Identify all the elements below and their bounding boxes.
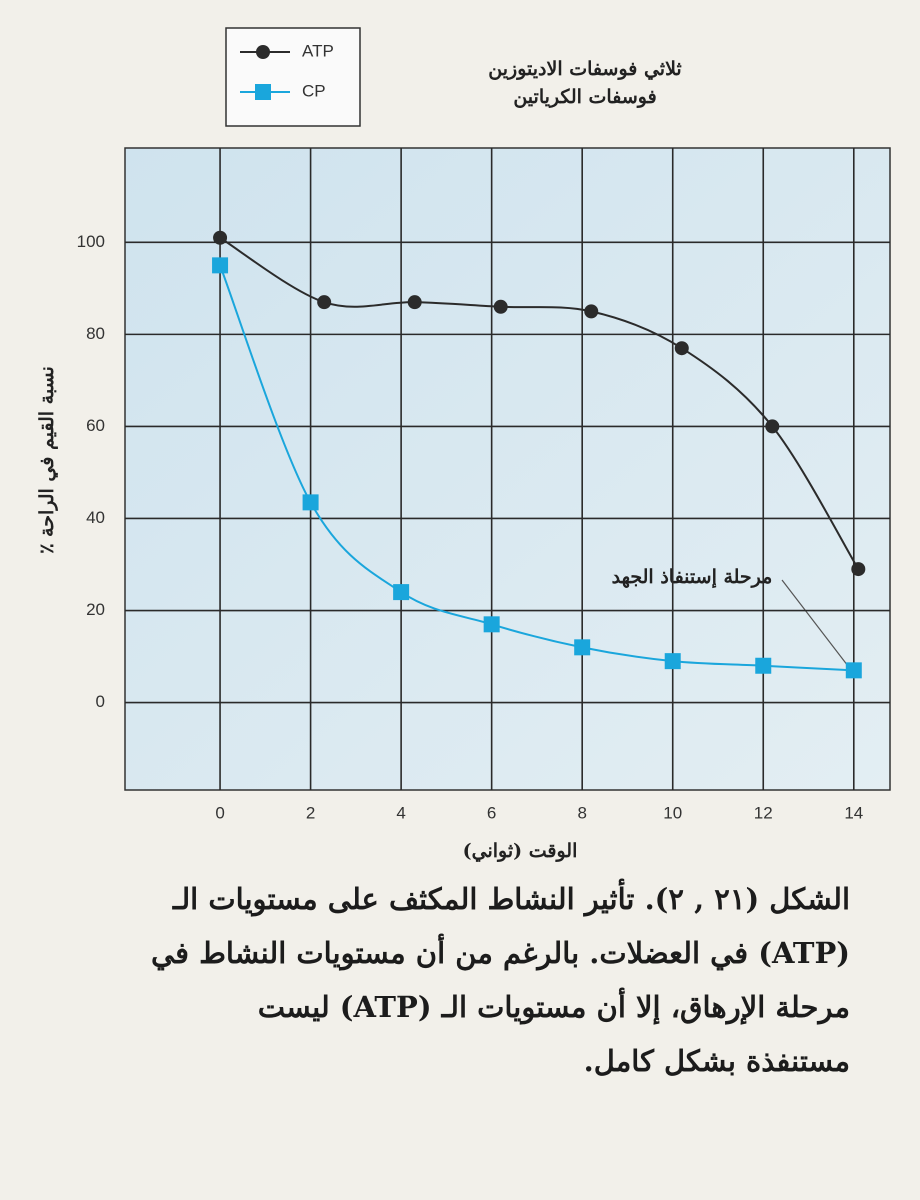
caption-line: الشكل (٢١ , ٢). تأثير النشاط المكثف على … bbox=[172, 882, 850, 916]
y-tick-label: 80 bbox=[86, 324, 105, 343]
atp-marker bbox=[674, 341, 689, 356]
x-tick-label: 8 bbox=[577, 803, 586, 822]
y-axis-label: ٪ نسبة القيم في الراحة bbox=[36, 366, 59, 554]
legend-marker bbox=[256, 45, 270, 59]
x-tick-label: 4 bbox=[396, 803, 405, 822]
cp-marker bbox=[302, 494, 319, 511]
caption-line: مرحلة الإرهاق، إلا أن مستويات الـ (ATP) … bbox=[257, 990, 850, 1024]
cp-marker bbox=[483, 616, 500, 633]
y-tick-label: 100 bbox=[77, 232, 105, 251]
legend-label: ATP bbox=[302, 41, 334, 60]
x-tick-label: 2 bbox=[306, 803, 315, 822]
cp-marker bbox=[755, 657, 772, 674]
x-tick-label: 12 bbox=[754, 803, 773, 822]
plot-area bbox=[124, 147, 891, 791]
caption-line: مستنفذة بشكل كامل. bbox=[583, 1044, 850, 1078]
legend-label: CP bbox=[302, 81, 326, 100]
atp-marker bbox=[584, 304, 599, 319]
x-tick-label: 14 bbox=[844, 803, 863, 822]
atp-marker bbox=[851, 562, 866, 577]
caption: الشكل (٢١ , ٢). تأثير النشاط المكثف على … bbox=[60, 872, 850, 1088]
x-tick-label: 0 bbox=[215, 803, 224, 822]
y-tick-label: 40 bbox=[86, 508, 105, 527]
x-tick-label: 6 bbox=[487, 803, 496, 822]
atp-marker bbox=[317, 295, 332, 310]
cp-marker bbox=[393, 584, 410, 601]
atp-marker bbox=[493, 299, 508, 314]
annotation: مرحلة إستنفاذ الجهد bbox=[612, 566, 773, 589]
atp-marker bbox=[407, 295, 422, 310]
y-tick-label: 0 bbox=[96, 692, 105, 711]
chart: ثلاثي فوسفات الاديتوزين فوسفات الكرياتين… bbox=[36, 27, 891, 863]
y-tick-label: 20 bbox=[86, 600, 105, 619]
x-tick-label: 10 bbox=[663, 803, 682, 822]
y-tick-label: 60 bbox=[86, 416, 105, 435]
cp-marker bbox=[664, 653, 681, 670]
cp-marker bbox=[212, 257, 229, 274]
legend-box bbox=[225, 27, 361, 127]
caption-line: (ATP) في العضلات. بالرغم من أن مستويات ا… bbox=[150, 936, 850, 970]
legend-arabic: ثلاثي فوسفات الاديتوزين bbox=[488, 58, 681, 81]
atp-marker bbox=[213, 230, 228, 245]
legend-marker bbox=[255, 84, 271, 100]
legend-arabic: فوسفات الكرياتين bbox=[513, 86, 656, 108]
x-axis-label: الوقت (ثواني) bbox=[463, 840, 578, 863]
series-line bbox=[219, 264, 854, 672]
annotation-line bbox=[781, 579, 849, 667]
cp-marker bbox=[845, 662, 862, 679]
cp-marker bbox=[574, 639, 591, 656]
atp-marker bbox=[765, 419, 780, 434]
